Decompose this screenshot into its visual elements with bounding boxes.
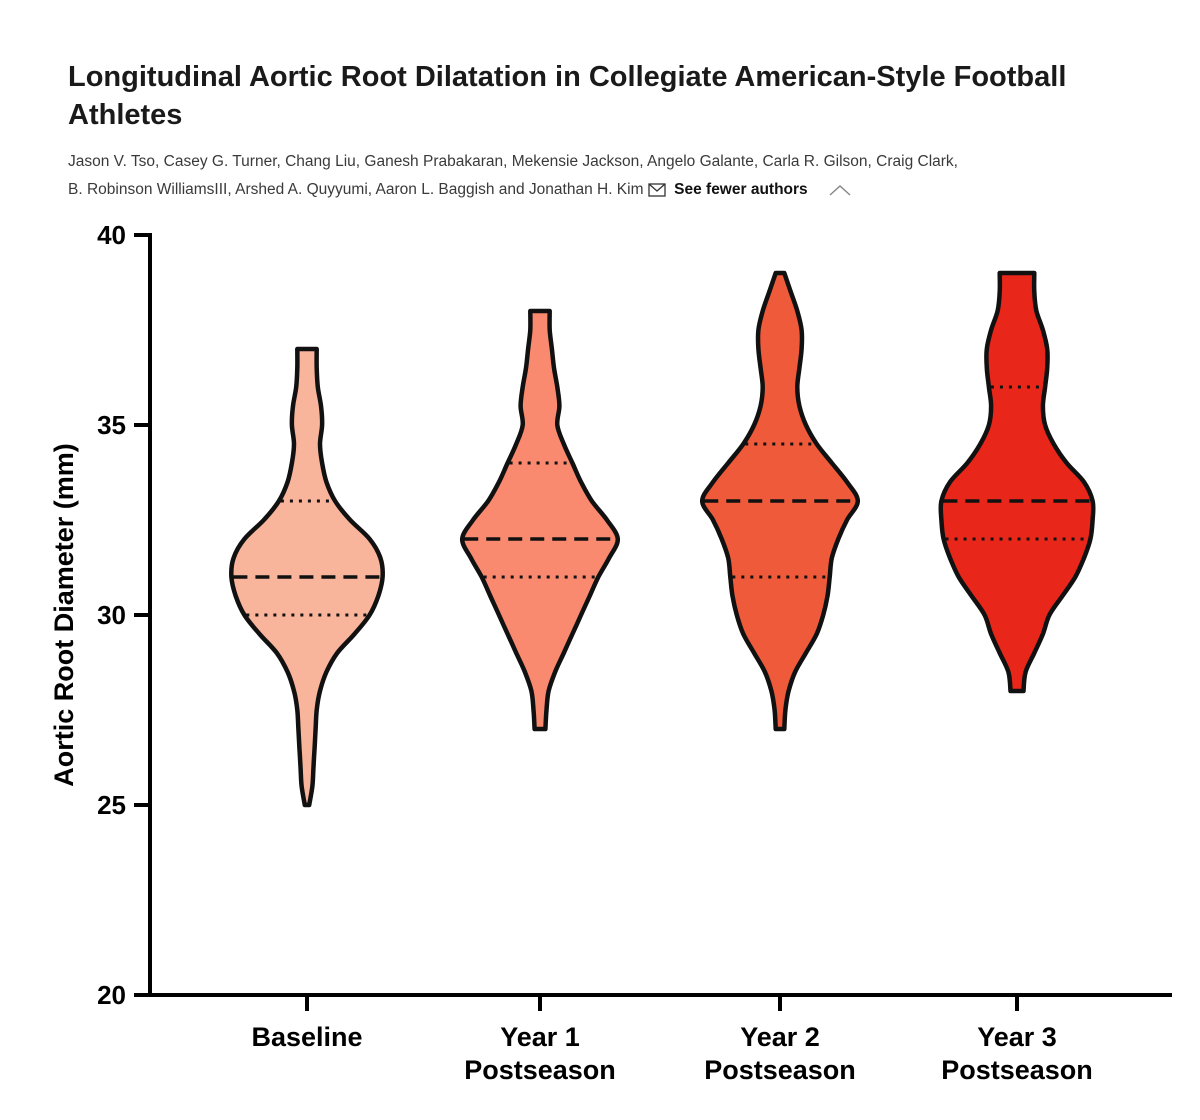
- x-tick-label: Postseason: [941, 1055, 1093, 1085]
- y-axis-label: Aortic Root Diameter (mm): [49, 443, 79, 787]
- authors-line-1: Jason V. Tso, Casey G. Turner, Chang Liu…: [68, 153, 958, 170]
- y-tick-label: 25: [97, 790, 126, 820]
- violin-4: [938, 270, 1096, 694]
- authors-names: B. Robinson WilliamsIII, Arshed A. Quyyu…: [68, 181, 644, 198]
- y-tick-label: 20: [97, 980, 126, 1010]
- page-title: Longitudinal Aortic Root Dilatation in C…: [68, 61, 1067, 131]
- x-tick-label: Postseason: [704, 1055, 856, 1085]
- authors-line-2: B. Robinson WilliamsIII, Arshed A. Quyyu…: [68, 176, 1178, 204]
- see-fewer-authors-button[interactable]: See fewer authors: [674, 181, 808, 198]
- mail-icon[interactable]: [648, 183, 666, 197]
- chevron-up-icon[interactable]: [828, 183, 852, 197]
- x-tick-label: Postseason: [464, 1055, 616, 1085]
- x-tick-label: Year 2: [740, 1022, 820, 1052]
- y-tick-label: 40: [97, 220, 126, 250]
- x-tick-label: Year 1: [500, 1022, 580, 1052]
- x-tick-label: Year 3: [977, 1022, 1057, 1052]
- author-list: Jason V. Tso, Casey G. Turner, Chang Liu…: [68, 148, 1178, 204]
- violin-2: [459, 308, 621, 732]
- y-tick-label: 35: [97, 410, 126, 440]
- x-tick-label: Baseline: [251, 1022, 362, 1052]
- y-tick-label: 30: [97, 600, 126, 630]
